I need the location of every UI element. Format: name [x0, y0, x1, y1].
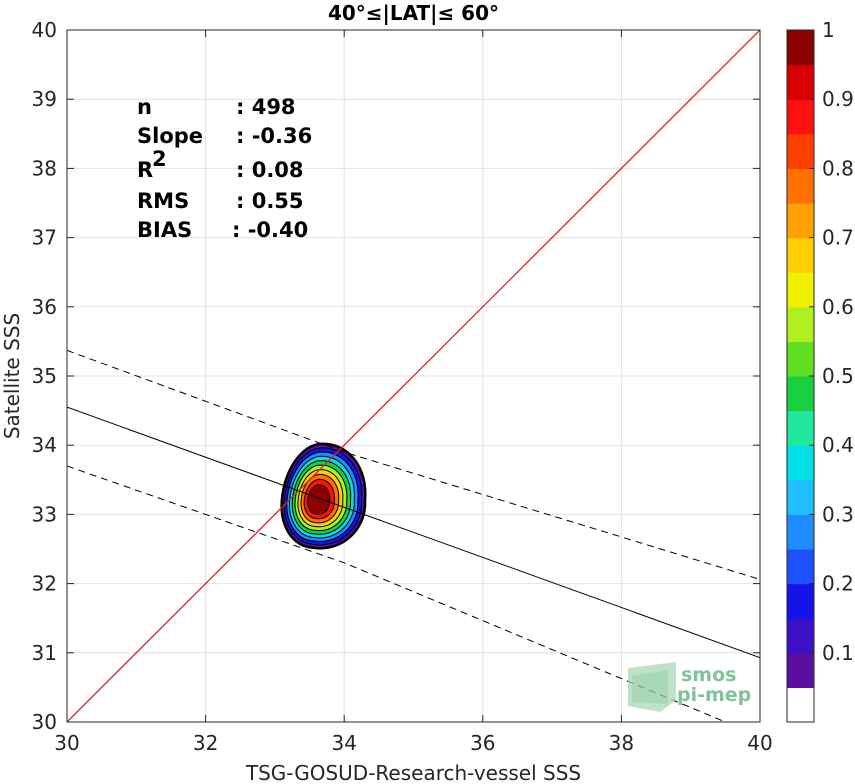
upper-bound-line: [67, 349, 760, 580]
colorbar-tick-label: 0.7: [822, 226, 854, 250]
colorbar-segment: [787, 203, 814, 239]
colorbar-segment: [787, 410, 814, 446]
colorbar-segment: [787, 306, 814, 342]
logo-shape-inner: [632, 670, 668, 704]
colorbar-segment: [787, 549, 814, 585]
y-tick-label: 33: [32, 502, 57, 526]
stat-superscript: 2: [152, 147, 167, 171]
reference-lines: [67, 30, 760, 722]
y-tick-label: 36: [32, 295, 57, 319]
identity-line: [67, 30, 760, 722]
x-tick-label: 40: [747, 731, 772, 755]
colorbar-segment: [787, 376, 814, 412]
density-contour-level: [307, 484, 331, 515]
y-tick-label: 34: [32, 433, 57, 457]
x-tick-label: 34: [331, 731, 356, 755]
stat-value: : -0.36: [236, 124, 312, 148]
colorbar: 0.1 0.2 0.3 0.4 0.5 0.6 0.7 0.8 0.9 1: [786, 18, 854, 723]
x-tick-label: 36: [470, 731, 495, 755]
colorbar-segment: [787, 445, 814, 481]
y-tick-label: 31: [32, 641, 57, 665]
x-tick-label: 30: [54, 731, 79, 755]
y-tick-label: 35: [32, 364, 57, 388]
stat-label: Slope: [137, 124, 203, 148]
colorbar-tick-label: 0.5: [822, 364, 854, 388]
colorbar-segment: [787, 652, 814, 688]
y-axis-label: Satellite SSS: [0, 313, 24, 439]
colorbar-segment: [787, 168, 814, 204]
lower-bound-line: [67, 465, 726, 722]
stats-box: n : 498 Slope : -0.36 R2 : 0.08 RMS : 0.55 BIAS:…: [137, 95, 312, 242]
x-tick-label: 38: [609, 731, 634, 755]
stat-value: : 0.55: [236, 189, 304, 213]
colorbar-tick-label: 0.9: [822, 87, 854, 111]
colorbar-segment: [787, 687, 814, 723]
stat-label: R: [137, 158, 153, 182]
colorbar-segment: [787, 30, 814, 66]
y-tick-label: 39: [32, 87, 57, 111]
y-tick-label: 32: [32, 572, 57, 596]
y-tick-label: 30: [32, 710, 57, 734]
colorbar-tick-label: 0.1: [822, 641, 854, 665]
stat-label: n: [137, 95, 152, 119]
y-tick-label: 40: [32, 18, 57, 42]
colorbar-tick-label: 0.8: [822, 156, 854, 180]
colorbar-tick-label: 1: [822, 18, 835, 42]
y-tick-label: 37: [32, 226, 57, 250]
chart-title: 40°≤|LAT|≤ 60°: [328, 1, 499, 25]
x-axis-label: TSG-GOSUD-Research-vessel SSS: [245, 761, 581, 784]
colorbar-tick-label: 0.6: [822, 295, 854, 319]
colorbar-segment: [787, 341, 814, 377]
stat-value: : 498: [236, 95, 296, 119]
colorbar-tick-label: 0.4: [822, 433, 854, 457]
colorbar-segment: [787, 237, 814, 273]
stat-value: : -0.40: [232, 218, 308, 242]
fit-line: [67, 406, 760, 659]
colorbar-segment: [787, 618, 814, 654]
colorbar-tick-label: 0.3: [822, 502, 854, 526]
colorbar-segment: [787, 514, 814, 550]
logo-glyph: [628, 662, 676, 712]
logo-text-pimep: pi-mep: [677, 684, 751, 706]
colorbar-segment: [787, 479, 814, 515]
x-tick-label: 32: [193, 731, 218, 755]
colorbar-segment: [787, 99, 814, 135]
stat-label: RMS: [137, 189, 189, 213]
y-tick-label: 38: [32, 156, 57, 180]
colorbar-segment: [787, 272, 814, 308]
stat-label: BIAS: [137, 218, 192, 242]
stat-value: : 0.08: [236, 158, 304, 182]
colorbar-segment: [787, 64, 814, 100]
colorbar-tick-label: 0.2: [822, 572, 854, 596]
logo-text-smos: smos: [681, 664, 736, 686]
colorbar-segment: [787, 583, 814, 619]
plot-area: 30 32 34 36 38 40 30 31 32 33 34 35 36 37 38 39 40: [32, 18, 773, 755]
colorbar-segment: [787, 133, 814, 169]
